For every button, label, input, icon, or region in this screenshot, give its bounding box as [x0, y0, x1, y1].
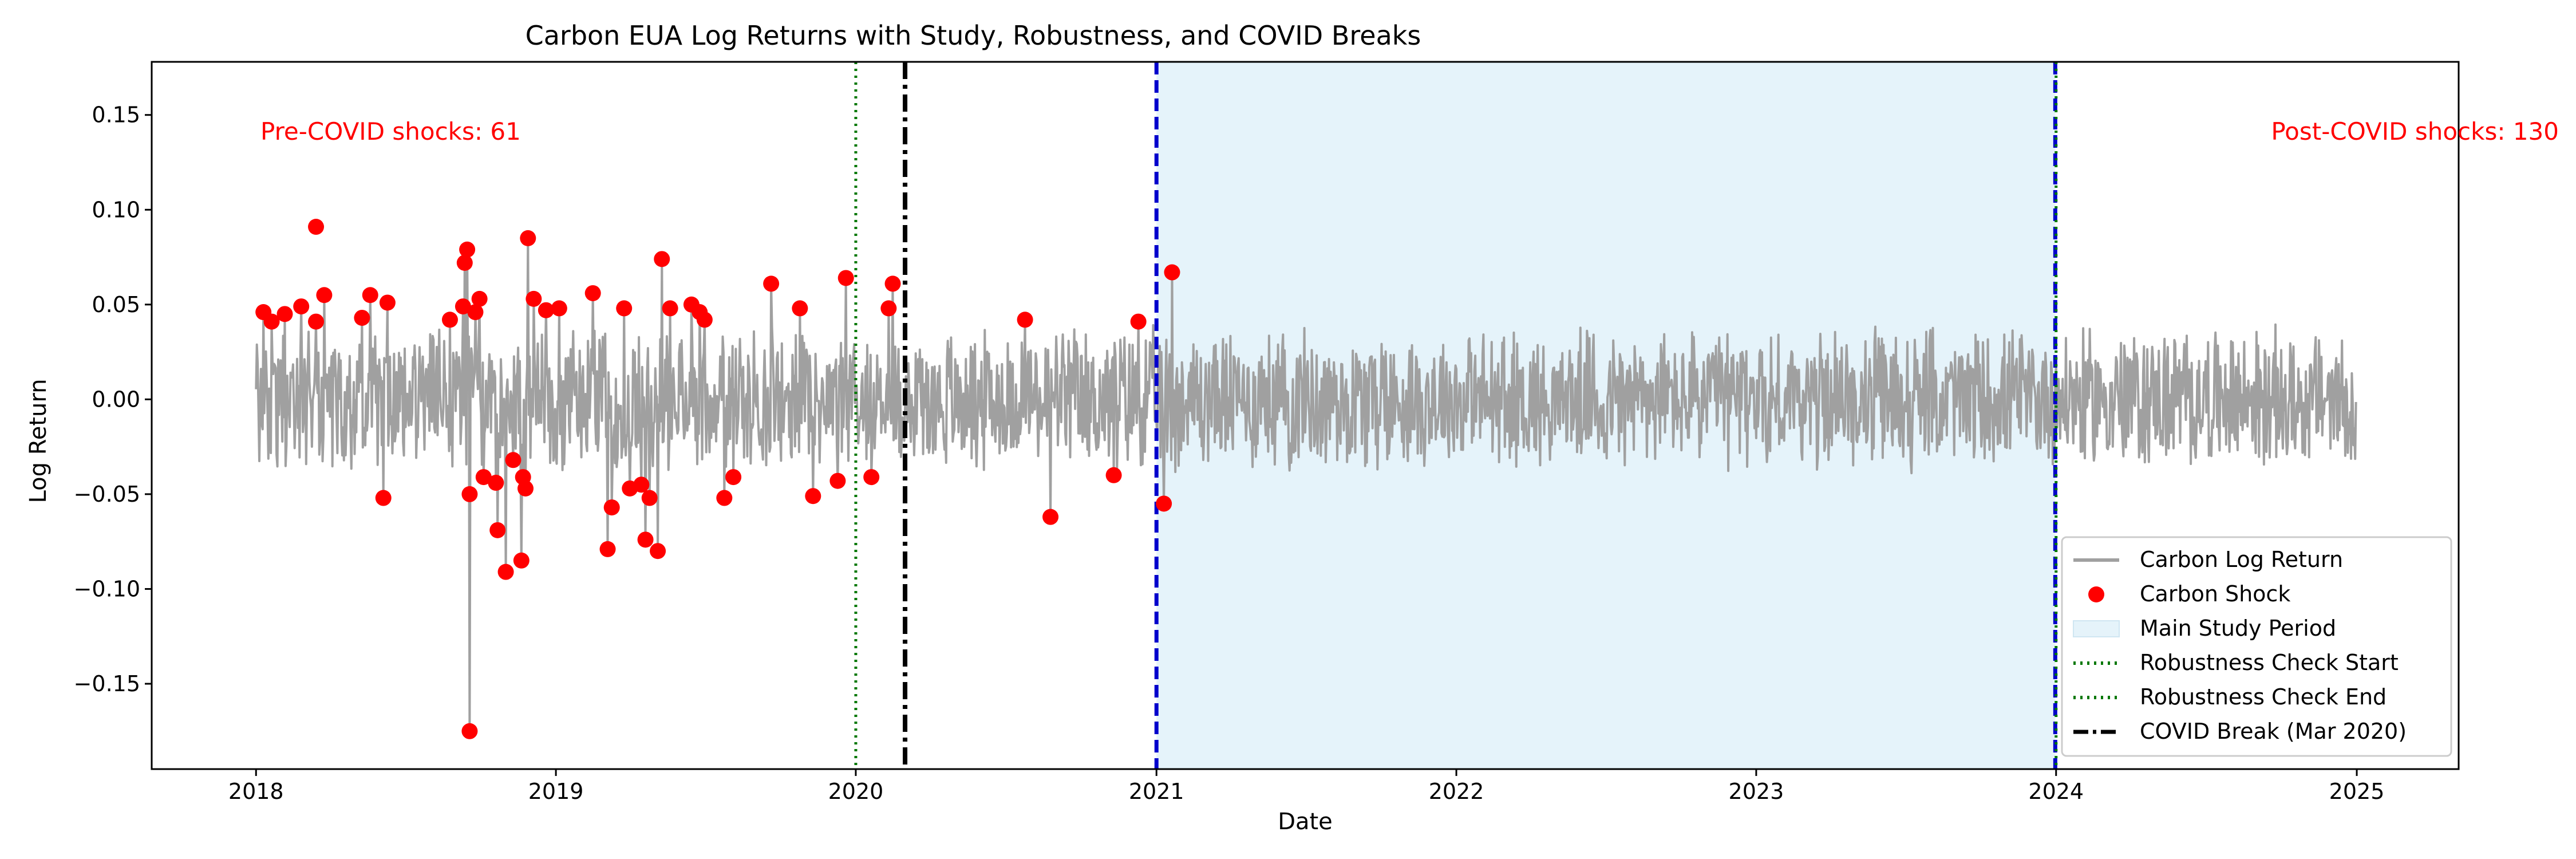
shock-point-28 [526, 290, 542, 307]
shock-point-29 [538, 302, 554, 318]
shock-point-59 [1156, 495, 1172, 512]
x-tick-label-3: 2021 [1129, 779, 1184, 804]
annotation-post-covid: Post-COVID shocks: 130 [2271, 117, 2559, 145]
legend-label-returns: Carbon Log Return [2140, 547, 2343, 572]
shock-point-55 [1017, 312, 1033, 328]
shock-point-13 [456, 254, 473, 271]
chart-title: Carbon EUA Log Returns with Study, Robus… [526, 20, 1421, 51]
shock-point-17 [467, 304, 484, 321]
shock-point-20 [488, 475, 504, 491]
legend-entry-shocks: Carbon Shock [2088, 581, 2290, 606]
shock-point-47 [763, 275, 780, 292]
shock-point-19 [475, 469, 492, 486]
annotations: Pre-COVID shocks: 61 Post-COVID shocks: … [260, 117, 2559, 145]
legend: Carbon Log Return Carbon Shock Main Stud… [2061, 536, 2452, 757]
legend-entry-robustness-end: Robustness Check End [2073, 684, 2387, 710]
shock-point-8 [362, 287, 378, 304]
shock-point-53 [880, 300, 897, 317]
shock-point-31 [584, 285, 601, 301]
shock-point-11 [441, 312, 458, 328]
y-tick-label-4: 0.05 [92, 292, 140, 317]
shock-point-18 [471, 290, 488, 307]
shock-point-1 [263, 313, 280, 330]
shock-point-9 [375, 490, 392, 506]
shock-point-51 [837, 270, 854, 286]
shock-point-32 [599, 541, 616, 557]
legend-entry-study: Main Study Period [2073, 616, 2336, 641]
y-tick-label-6: 0.15 [92, 103, 140, 128]
shock-point-50 [829, 472, 846, 489]
shock-point-5 [308, 313, 325, 330]
x-tick-label-5: 2023 [1729, 779, 1784, 804]
shock-point-16 [461, 723, 478, 739]
plot-area: −0.15 −0.10 −0.05 0.00 0.05 0.10 0.15 2018 2019 2… [74, 61, 2460, 804]
shock-point-58 [1130, 313, 1147, 330]
shock-point-26 [517, 480, 534, 497]
x-tick-label-0: 2018 [228, 779, 284, 804]
shock-point-10 [379, 294, 396, 311]
x-axis-label: Date [1278, 809, 1333, 835]
legend-entry-robustness-start: Robustness Check Start [2073, 650, 2399, 675]
shock-point-57 [1105, 467, 1122, 483]
legend-entry-returns: Carbon Log Return [2073, 547, 2343, 572]
legend-entry-covid: COVID Break (Mar 2020) [2073, 719, 2407, 744]
shock-point-15 [461, 486, 478, 502]
shock-point-60 [1164, 264, 1180, 281]
shock-point-30 [551, 300, 567, 317]
legend-label-robustness-end: Robustness Check End [2140, 684, 2387, 710]
shock-point-4 [308, 219, 325, 235]
shock-point-44 [696, 312, 713, 328]
legend-swatch-study [2073, 620, 2120, 637]
shock-point-12 [455, 298, 471, 315]
y-tick-label-2: −0.05 [74, 482, 140, 507]
shock-point-37 [637, 531, 654, 548]
shock-point-14 [459, 241, 476, 258]
y-tick-label-1: −0.10 [74, 576, 140, 601]
shock-point-39 [650, 543, 666, 559]
x-tick-label-6: 2024 [2028, 779, 2084, 804]
legend-label-shocks: Carbon Shock [2140, 581, 2290, 606]
y-tick-label-3: 0.00 [92, 387, 140, 412]
legend-label-study: Main Study Period [2140, 616, 2336, 641]
shock-point-41 [662, 300, 678, 317]
y-tick-label-0: −0.15 [74, 671, 140, 696]
shock-point-45 [716, 490, 733, 506]
shock-point-22 [497, 564, 514, 580]
x-tick-label-7: 2025 [2329, 779, 2385, 804]
shock-point-46 [725, 469, 742, 486]
shock-point-6 [316, 287, 333, 304]
shock-point-38 [641, 490, 658, 506]
shock-point-54 [884, 275, 901, 292]
annotation-pre-covid: Pre-COVID shocks: 61 [260, 117, 521, 145]
shock-point-56 [1042, 509, 1059, 525]
shock-point-49 [805, 488, 821, 505]
shock-point-7 [354, 309, 370, 326]
shock-point-23 [505, 452, 521, 468]
x-tick-label-1: 2019 [528, 779, 584, 804]
shock-point-36 [633, 476, 650, 493]
shock-point-24 [513, 552, 530, 569]
shock-point-40 [654, 251, 670, 267]
y-tick-label-5: 0.10 [92, 197, 140, 222]
legend-label-robustness-start: Robustness Check Start [2140, 650, 2399, 675]
shock-point-33 [603, 499, 620, 516]
plot-frame [151, 61, 2460, 770]
shock-point-2 [276, 306, 293, 322]
x-tick-label-2: 2020 [828, 779, 884, 804]
y-axis-label: Log Return [25, 379, 52, 503]
shock-point-27 [520, 230, 536, 246]
shock-point-48 [792, 300, 808, 317]
legend-swatch-shocks [2088, 586, 2104, 602]
legend-frame [2061, 536, 2452, 757]
shock-point-3 [293, 298, 310, 315]
shock-point-52 [863, 469, 880, 486]
shock-point-34 [616, 300, 633, 317]
returns-line [255, 237, 2357, 732]
legend-label-covid: COVID Break (Mar 2020) [2140, 719, 2407, 744]
shock-point-21 [489, 522, 506, 538]
x-tick-label-4: 2022 [1429, 779, 1484, 804]
